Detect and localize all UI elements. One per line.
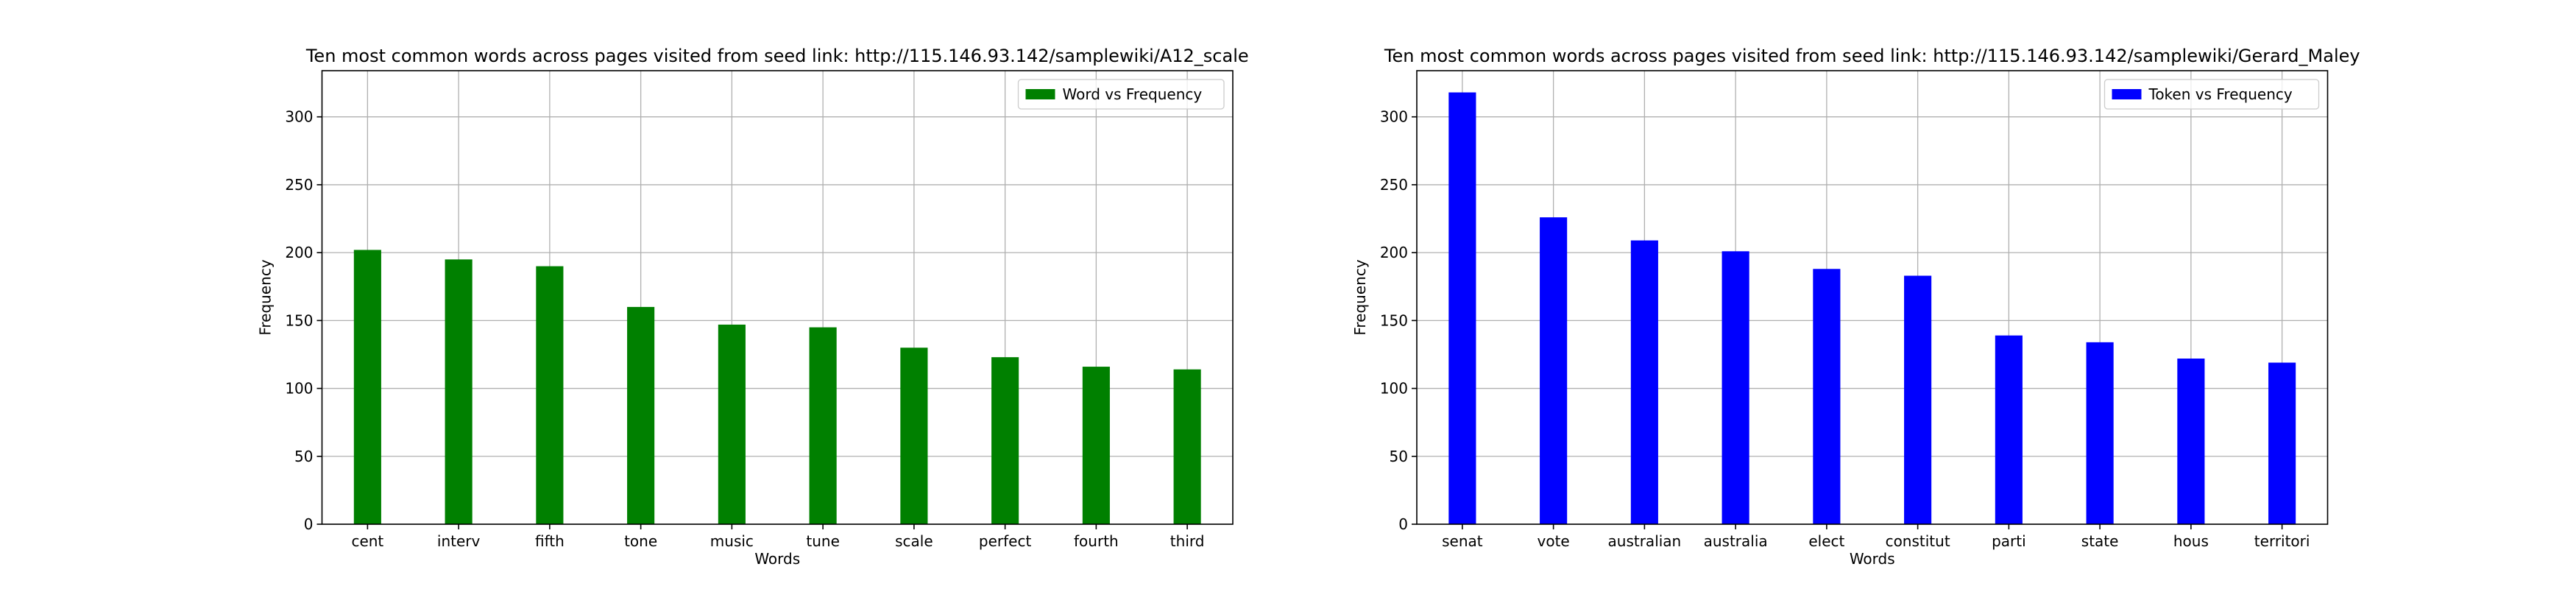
y-tick-label: 200 (1380, 244, 1408, 261)
bar (353, 250, 381, 524)
x-tick-label: fourth (1074, 532, 1119, 550)
bar (445, 259, 473, 524)
y-tick-label: 300 (1380, 108, 1408, 126)
bar (718, 324, 746, 524)
bar (1904, 275, 1932, 524)
x-tick-label: music (710, 532, 754, 550)
plot-area: 0 50 100 150 200 250 300 senat vote australian aus… (1380, 70, 2329, 550)
bar (2268, 362, 2296, 524)
bar (1173, 369, 1201, 524)
chart-gerard-maley: 0 50 100 150 200 250 300 senat vote australian aus… (1351, 46, 2360, 568)
y-tick-label: 250 (285, 176, 313, 194)
x-tick-label: senat (1442, 532, 1483, 550)
bar (809, 327, 837, 524)
legend-swatch (1025, 89, 1055, 99)
plot-area: 0 50 100 150 200 250 300 cent interv fifth tone mus… (285, 70, 1234, 550)
bar (627, 306, 655, 524)
bar (1540, 217, 1568, 524)
bar (991, 357, 1019, 524)
x-tick-label: hous (2173, 532, 2209, 550)
legend-swatch (2112, 89, 2142, 99)
x-tick-label: third (1170, 532, 1205, 550)
legend-box (1017, 79, 1225, 110)
y-tick-label: 150 (285, 311, 313, 329)
bar (536, 266, 564, 524)
y-tick-label: 200 (285, 244, 313, 261)
bar (1630, 240, 1658, 524)
y-axis-label: Frequency (1351, 259, 1369, 335)
x-tick-label: australian (1608, 532, 1682, 550)
x-tick-label: vote (1538, 532, 1570, 550)
bar (1813, 269, 1841, 524)
x-tick-label: australia (1704, 532, 1768, 550)
legend-label: Word vs Frequency (1063, 85, 1203, 103)
axes-frame (1416, 70, 2329, 525)
y-tick-label: 100 (285, 380, 313, 398)
y-tick-label: 100 (1380, 380, 1408, 398)
y-tick-label: 300 (285, 108, 313, 126)
x-axis-label: Words (754, 550, 800, 568)
x-tick-label: scale (895, 532, 933, 550)
y-tick-label: 150 (1380, 311, 1408, 329)
x-tick-label: elect (1808, 532, 1844, 550)
bar (1995, 335, 2023, 524)
x-tick-label: state (2081, 532, 2119, 550)
bar (900, 348, 928, 524)
chart-title: Ten most common words across pages visit… (305, 46, 1249, 66)
x-tick-label: parti (1992, 532, 2026, 550)
x-axis-label: Words (1850, 550, 1895, 568)
chart-a12-scale: 0 50 100 150 200 250 300 cent interv fifth tone mus… (257, 46, 1249, 568)
y-tick-label: 50 (1390, 448, 1408, 465)
x-tick-label: territori (2254, 532, 2310, 550)
x-tick-label: perfect (979, 532, 1032, 550)
y-tick-label: 50 (294, 448, 313, 465)
bar (1082, 367, 1110, 524)
x-tick-label: interv (437, 532, 481, 550)
chart-title: Ten most common words across pages visit… (1384, 46, 2360, 66)
legend: Word vs Frequency (1017, 79, 1225, 110)
x-tick-label: tune (806, 532, 840, 550)
x-tick-label: cent (351, 532, 383, 550)
axes-frame (321, 70, 1234, 525)
bar (1448, 92, 1476, 525)
y-axis-label: Frequency (257, 259, 275, 335)
legend: Token vs Frequency (2103, 79, 2320, 110)
y-tick-label: 0 (304, 515, 314, 533)
legend-box (2103, 79, 2320, 110)
bar (2086, 342, 2114, 524)
x-tick-label: tone (624, 532, 657, 550)
bar (1722, 251, 1749, 524)
x-tick-label: constitut (1886, 532, 1950, 550)
y-tick-label: 250 (1380, 176, 1408, 194)
bar (2177, 358, 2205, 524)
y-tick-label: 0 (1398, 515, 1408, 533)
legend-label: Token vs Frequency (2148, 85, 2293, 103)
x-tick-label: fifth (535, 532, 565, 550)
